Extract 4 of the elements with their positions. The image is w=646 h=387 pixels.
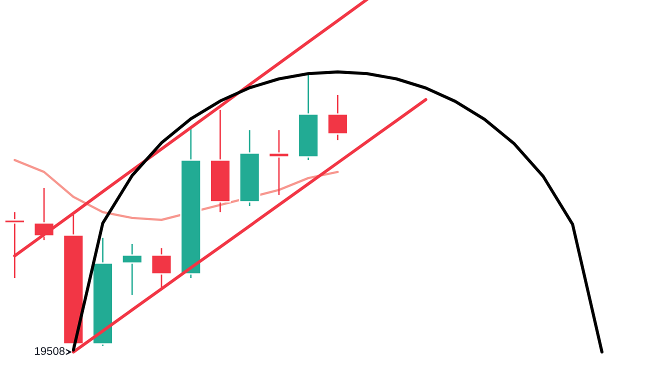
annotation: 19508 <box>35 347 65 355</box>
candlestick <box>268 129 290 196</box>
candlestick <box>121 243 143 296</box>
candlestick <box>327 94 348 141</box>
